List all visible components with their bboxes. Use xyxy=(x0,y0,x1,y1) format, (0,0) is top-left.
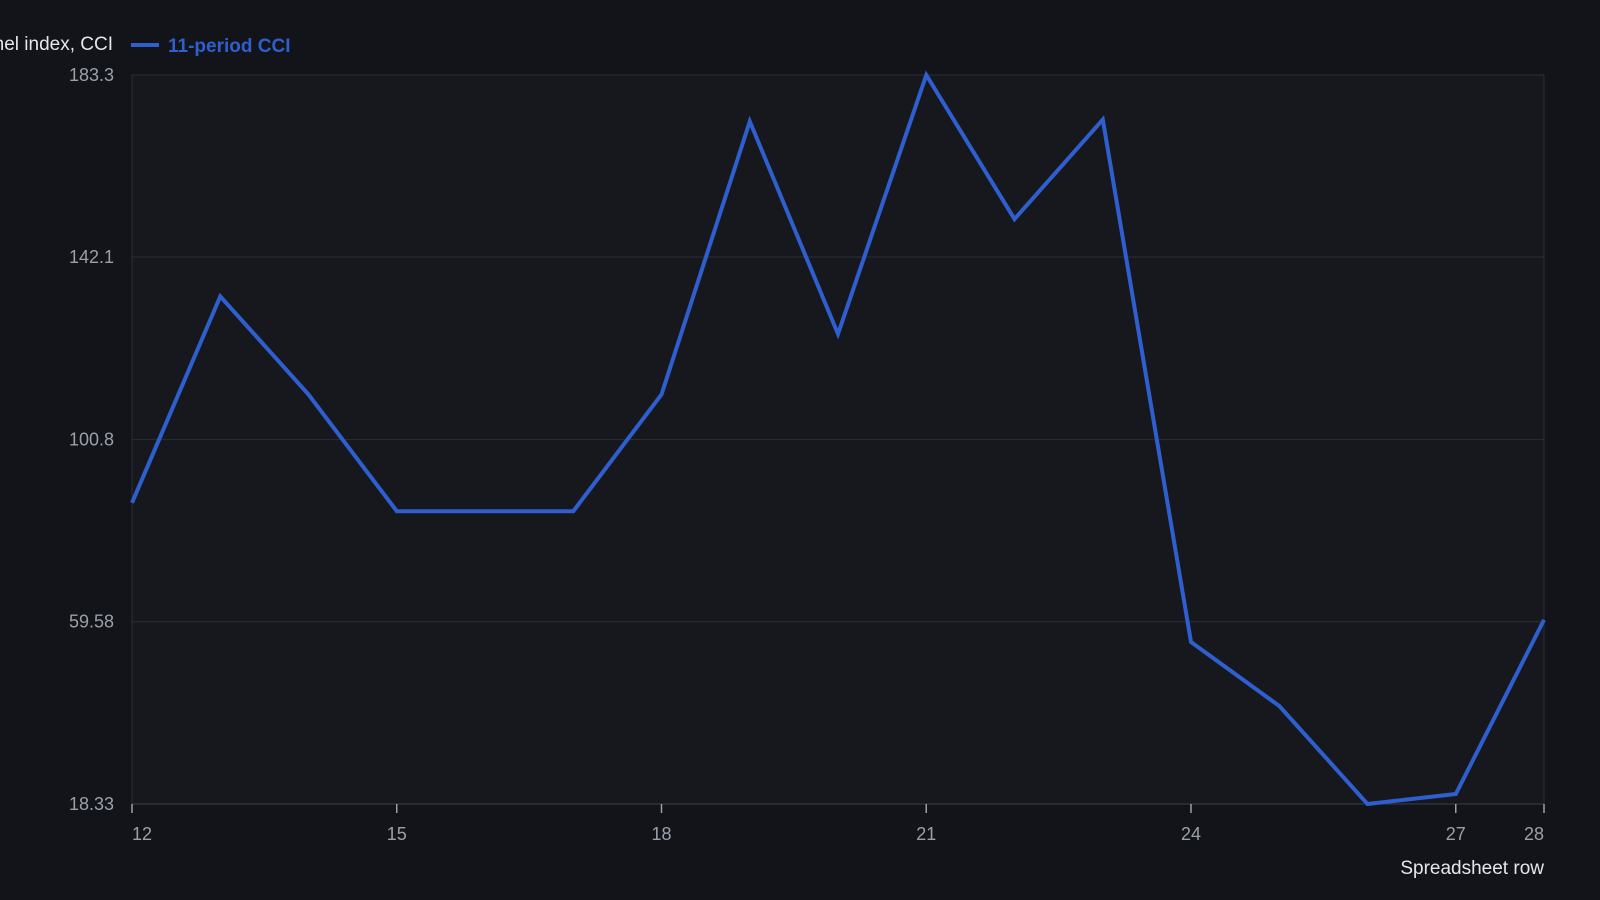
y-tick-label: 59.58 xyxy=(69,612,114,632)
x-tick-label: 21 xyxy=(916,824,936,844)
axes: 183.3 142.1 100.8 59.58 18.33 12 15 18 21 24 27 28 xyxy=(69,65,1545,844)
y-tick-label: 18.33 xyxy=(69,794,114,814)
y-tick-label: 142.1 xyxy=(69,247,114,267)
legend: nel index, CCI 11-period CCI xyxy=(0,34,290,57)
x-tick-label: 15 xyxy=(387,824,407,844)
x-tick-label: 24 xyxy=(1181,824,1201,844)
y-tick-label: 100.8 xyxy=(69,430,114,450)
y-tick-label: 183.3 xyxy=(69,65,114,85)
x-tick-label: 27 xyxy=(1446,824,1466,844)
x-tick-label: 12 xyxy=(132,824,152,844)
series-layer xyxy=(130,70,1546,807)
x-axis-title: Spreadsheet row xyxy=(1400,858,1544,879)
x-tick-label: 18 xyxy=(651,824,671,844)
x-tick-label: 28 xyxy=(1524,824,1544,844)
legend-label-11-period-cci: 11-period CCI xyxy=(168,36,290,57)
legend-prefix-label: nel index, CCI xyxy=(0,34,113,55)
